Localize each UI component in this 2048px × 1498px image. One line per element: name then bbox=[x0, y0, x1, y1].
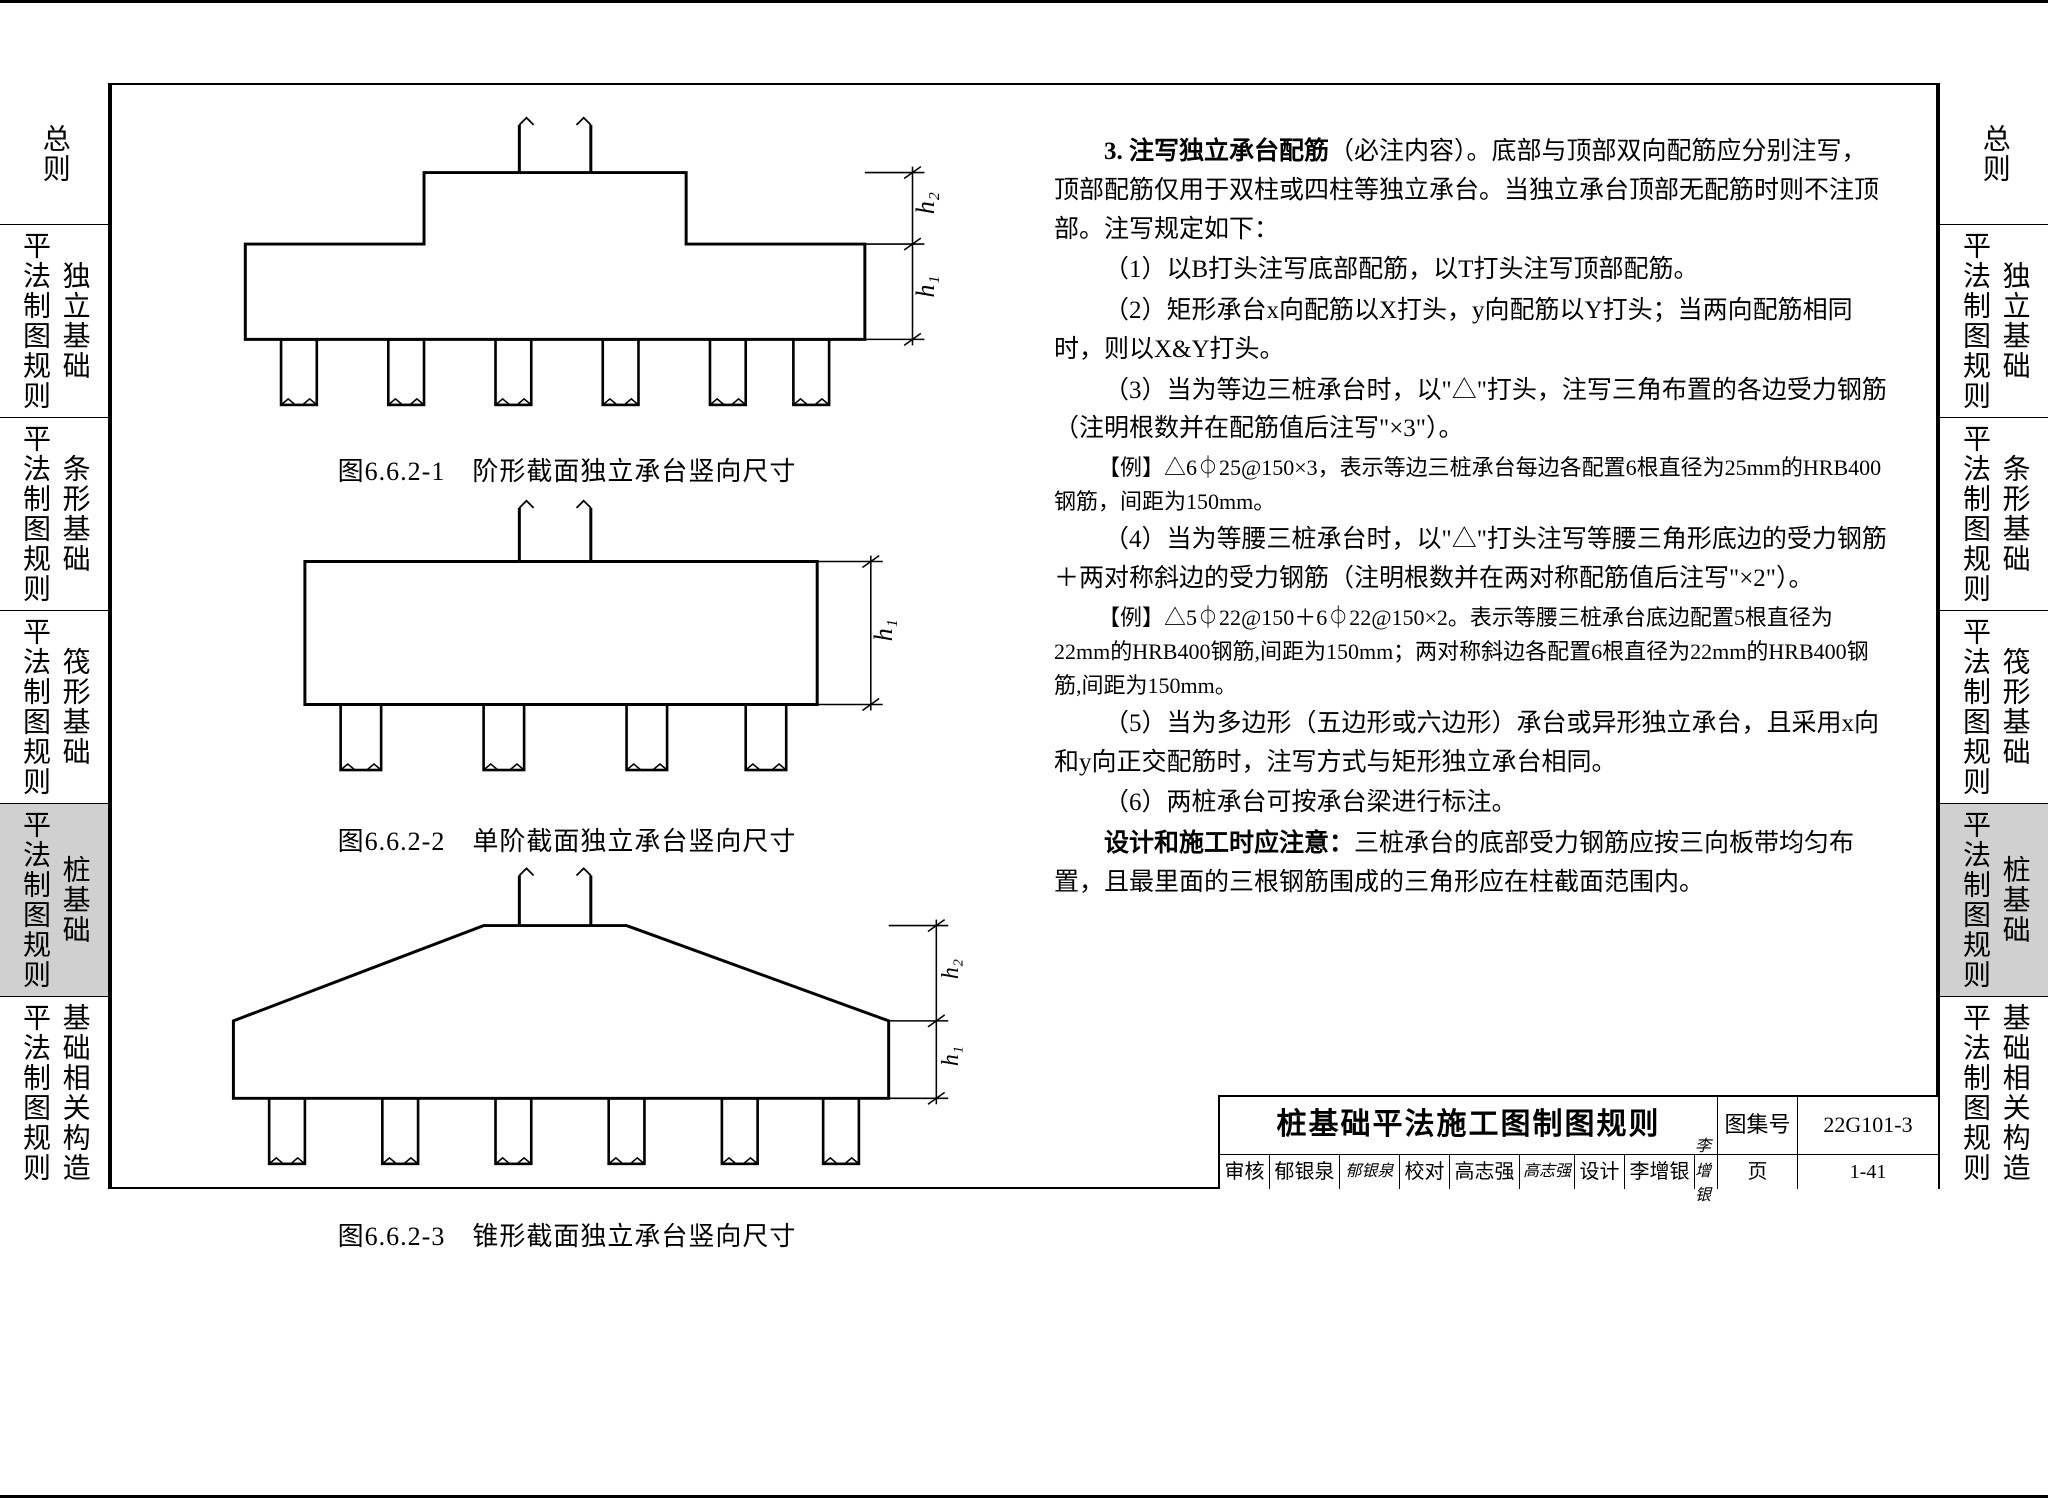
title-row: 桩基础平法施工图制图规则 图集号 22G101-3 bbox=[1220, 1097, 1938, 1155]
tab-label: 平法制图规则 bbox=[17, 810, 51, 990]
page-label: 页 bbox=[1718, 1155, 1798, 1189]
para-6: （5）当为多边形（五边形或六边形）承台或异形独立承台，且采用x向和y向正交配筋时… bbox=[1054, 705, 1888, 783]
tab-label: 独立基础 bbox=[57, 261, 91, 381]
tab-raft: 平法制图规则筏形基础 bbox=[1940, 611, 2048, 804]
review-name: 郁银泉 bbox=[1270, 1155, 1340, 1189]
tab-label: 平法制图规则 bbox=[1957, 1003, 1991, 1183]
tab-label: 筏形基础 bbox=[57, 647, 91, 767]
tab-related: 平法制图规则基础相关构造 bbox=[1940, 997, 2048, 1189]
para-7: （6）两桩承台可按承台梁进行标注。 bbox=[1054, 784, 1888, 823]
atlas-label: 图集号 bbox=[1718, 1097, 1798, 1154]
page-frame: 总则 平法制图规则独立基础 平法制图规则条形基础 平法制图规则筏形基础 平法制图… bbox=[0, 0, 2048, 1498]
review-label: 审核 bbox=[1220, 1155, 1270, 1189]
example-1: 【例】△6⏀25@150×3，表示等边三桩承台每边各配置6根直径为25mm的HR… bbox=[1054, 451, 1888, 519]
tab-label: 平法制图规则 bbox=[1957, 231, 1991, 411]
tab-independent: 平法制图规则独立基础 bbox=[1940, 225, 2048, 418]
page-value: 1-41 bbox=[1798, 1155, 1938, 1189]
content-area: h₁ h₂ 图6.6.2-1 阶形截面独立承台竖向尺寸 bbox=[110, 83, 1938, 1189]
fig2-svg: h₁ bbox=[150, 496, 984, 818]
tab-label: 桩基础 bbox=[57, 855, 91, 945]
dim-h2: h₂ bbox=[938, 959, 964, 979]
dim-h1: h₁ bbox=[938, 1046, 964, 1066]
tab-independent: 平法制图规则独立基础 bbox=[0, 225, 108, 418]
review-sig: 郁银泉 bbox=[1340, 1155, 1400, 1189]
tab-label: 平法制图规则 bbox=[1957, 617, 1991, 797]
tab-pile: 平法制图规则桩基础 bbox=[1940, 804, 2048, 997]
tab-label: 独立基础 bbox=[1997, 261, 2031, 381]
check-sig: 高志强 bbox=[1520, 1155, 1575, 1189]
fig3-caption: 图6.6.2-3 锥形截面独立承台竖向尺寸 bbox=[338, 1216, 797, 1253]
tab-raft: 平法制图规则筏形基础 bbox=[0, 611, 108, 804]
figure-2: h₁ 图6.6.2-2 单阶截面独立承台竖向尺寸 bbox=[150, 496, 984, 859]
dim-h1: h₁ bbox=[911, 275, 940, 297]
tab-strip: 平法制图规则条形基础 bbox=[0, 418, 108, 611]
tab-general: 总则 bbox=[1940, 83, 2048, 225]
design-name: 李增银 bbox=[1625, 1155, 1695, 1189]
figure-1: h₁ h₂ 图6.6.2-1 阶形截面独立承台竖向尺寸 bbox=[150, 113, 984, 488]
tab-label: 平法制图规则 bbox=[17, 424, 51, 604]
tab-label: 桩基础 bbox=[1997, 855, 2031, 945]
drawing-title: 桩基础平法施工图制图规则 bbox=[1220, 1097, 1718, 1154]
design-sig: 李增银 bbox=[1695, 1155, 1718, 1189]
tab-pile: 平法制图规则桩基础 bbox=[0, 804, 108, 997]
left-side-tabs: 总则 平法制图规则独立基础 平法制图规则条形基础 平法制图规则筏形基础 平法制图… bbox=[0, 83, 110, 1189]
fig1-svg: h₁ h₂ bbox=[150, 113, 984, 447]
tab-label: 总则 bbox=[37, 124, 71, 184]
right-side-tabs: 总则 平法制图规则独立基础 平法制图规则条形基础 平法制图规则筏形基础 平法制图… bbox=[1938, 83, 2048, 1189]
tab-label: 筏形基础 bbox=[1997, 647, 2031, 767]
tab-label: 平法制图规则 bbox=[1957, 424, 1991, 604]
example-2: 【例】△5⏀22@150＋6⏀22@150×2。表示等腰三桩承台底边配置5根直径… bbox=[1054, 601, 1888, 703]
para-8: 设计和施工时应注意：三桩承台的底部受力钢筋应按三向板带均匀布置，且最里面的三根钢… bbox=[1054, 825, 1888, 903]
text-column: 3. 注写独立承台配筋（必注内容）。底部与顶部双向配筋应分别注写，顶部配筋仅用于… bbox=[1024, 83, 1938, 1189]
tab-label: 基础相关构造 bbox=[1997, 1003, 2031, 1183]
tab-label: 总则 bbox=[1977, 124, 2011, 184]
fig3-svg: h₁ h₂ bbox=[150, 866, 984, 1212]
tab-label: 平法制图规则 bbox=[17, 617, 51, 797]
tab-label: 条形基础 bbox=[1997, 454, 2031, 574]
tab-related: 平法制图规则基础相关构造 bbox=[0, 997, 108, 1189]
design-label: 设计 bbox=[1575, 1155, 1625, 1189]
tab-general: 总则 bbox=[0, 83, 108, 225]
tab-label: 平法制图规则 bbox=[17, 1003, 51, 1183]
para-3: （2）矩形承台x向配筋以X打头，y向配筋以Y打头；当两向配筋相同时，则以X&Y打… bbox=[1054, 292, 1888, 370]
tab-label: 条形基础 bbox=[57, 454, 91, 574]
fig1-caption: 图6.6.2-1 阶形截面独立承台竖向尺寸 bbox=[338, 451, 797, 488]
para-1: 3. 注写独立承台配筋（必注内容）。底部与顶部双向配筋应分别注写，顶部配筋仅用于… bbox=[1054, 133, 1888, 249]
tab-strip: 平法制图规则条形基础 bbox=[1940, 418, 2048, 611]
signature-row: 审核 郁银泉 郁银泉 校对 高志强 高志强 设计 李增银 李增银 页 1-41 bbox=[1220, 1155, 1938, 1189]
para-2: （1）以B打头注写底部配筋，以T打头注写顶部配筋。 bbox=[1054, 251, 1888, 290]
figures-column: h₁ h₂ 图6.6.2-1 阶形截面独立承台竖向尺寸 bbox=[110, 83, 1024, 1189]
figure-3: h₁ h₂ 图6.6.2-3 锥形截面独立承台竖向尺寸 bbox=[150, 866, 984, 1253]
title-block: 桩基础平法施工图制图规则 图集号 22G101-3 审核 郁银泉 郁银泉 校对 … bbox=[1218, 1095, 1938, 1189]
dim-h2: h₂ bbox=[911, 192, 940, 214]
tab-label: 基础相关构造 bbox=[57, 1003, 91, 1183]
atlas-value: 22G101-3 bbox=[1798, 1097, 1938, 1154]
para-4: （3）当为等边三桩承台时，以"△"打头，注写三角布置的各边受力钢筋（注明根数并在… bbox=[1054, 372, 1888, 450]
check-label: 校对 bbox=[1400, 1155, 1450, 1189]
check-name: 高志强 bbox=[1450, 1155, 1520, 1189]
tab-label: 平法制图规则 bbox=[1957, 810, 1991, 990]
dim-h1: h₁ bbox=[869, 619, 898, 641]
para-8-head: 设计和施工时应注意： bbox=[1104, 830, 1354, 857]
fig2-caption: 图6.6.2-2 单阶截面独立承台竖向尺寸 bbox=[338, 821, 797, 858]
tab-label: 平法制图规则 bbox=[17, 231, 51, 411]
para-5: （4）当为等腰三桩承台时，以"△"打头注写等腰三角形底边的受力钢筋＋两对称斜边的… bbox=[1054, 521, 1888, 599]
para-1-head: 3. 注写独立承台配筋 bbox=[1104, 138, 1329, 165]
